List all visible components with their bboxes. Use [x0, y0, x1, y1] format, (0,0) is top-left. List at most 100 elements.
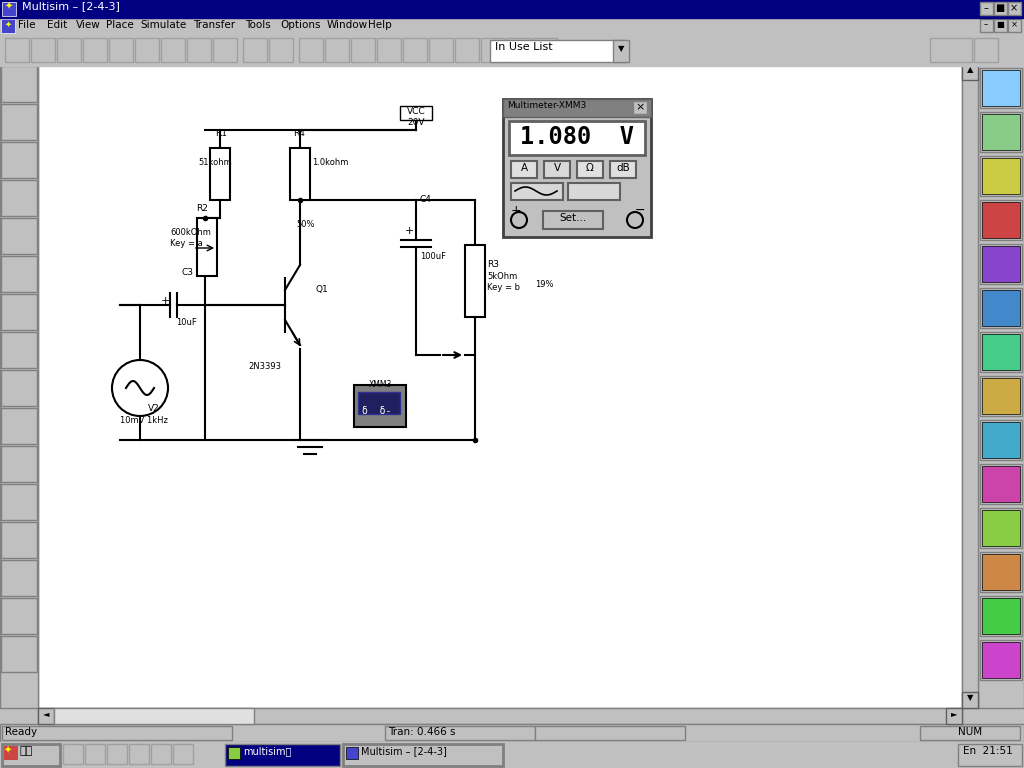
Bar	[403, 38, 427, 62]
Bar	[980, 288, 1022, 328]
Bar	[994, 19, 1007, 32]
Bar	[2, 726, 232, 740]
Bar	[982, 70, 1020, 106]
Bar	[982, 510, 1020, 546]
Text: ✦: ✦	[4, 20, 11, 29]
Text: Multisim – [2-4-3]: Multisim – [2-4-3]	[361, 746, 446, 756]
Bar	[385, 726, 535, 740]
Text: 10uF: 10uF	[176, 318, 197, 327]
Bar	[980, 19, 993, 32]
Text: Tran: 0.466 s: Tran: 0.466 s	[388, 727, 456, 737]
Text: R2: R2	[196, 204, 208, 213]
Bar	[534, 38, 557, 62]
Text: −: −	[635, 204, 645, 217]
Text: A: A	[520, 163, 527, 173]
Bar	[982, 246, 1020, 282]
Text: ▼: ▼	[967, 693, 973, 702]
Text: Simulate: Simulate	[140, 20, 186, 30]
Bar	[982, 554, 1020, 590]
Text: multisim图: multisim图	[243, 746, 292, 756]
Text: File: File	[18, 20, 36, 30]
Circle shape	[511, 212, 527, 228]
Bar	[465, 245, 485, 317]
Bar	[429, 38, 453, 62]
Text: V: V	[553, 163, 560, 173]
Bar	[57, 38, 81, 62]
Text: –: –	[984, 20, 988, 29]
Text: 2N3393: 2N3393	[248, 362, 281, 371]
Bar	[982, 334, 1020, 370]
Bar	[509, 121, 645, 155]
Text: Options: Options	[281, 20, 321, 30]
Bar	[503, 99, 651, 117]
Bar	[633, 101, 647, 114]
Bar	[38, 64, 962, 708]
Bar	[1, 446, 37, 482]
Bar	[511, 183, 563, 200]
Bar	[1, 484, 37, 520]
Bar	[1, 332, 37, 368]
Bar	[962, 692, 978, 708]
Bar	[507, 38, 531, 62]
Bar	[31, 38, 55, 62]
Bar	[151, 744, 171, 764]
Bar	[978, 64, 1024, 708]
Bar	[1, 66, 37, 102]
Text: R4: R4	[293, 129, 305, 138]
Bar	[980, 596, 1022, 636]
Bar	[535, 726, 685, 740]
Bar	[1, 522, 37, 558]
Bar	[980, 552, 1022, 592]
Text: ◄: ◄	[43, 709, 49, 718]
Text: Transfer: Transfer	[193, 20, 236, 30]
Text: +: +	[161, 296, 170, 306]
Bar	[351, 38, 375, 62]
Bar	[980, 2, 993, 15]
Text: dB: dB	[616, 163, 630, 173]
Bar	[161, 38, 185, 62]
Text: ■: ■	[996, 20, 1004, 29]
Bar	[980, 420, 1022, 460]
Text: 10mV 1kHz: 10mV 1kHz	[120, 416, 168, 425]
Text: 19%: 19%	[535, 280, 554, 289]
Bar	[173, 744, 193, 764]
Bar	[982, 202, 1020, 238]
Text: ✦: ✦	[5, 2, 13, 12]
Bar	[980, 464, 1022, 504]
Text: In Use List: In Use List	[495, 42, 553, 52]
Text: Place: Place	[105, 20, 133, 30]
Bar	[290, 148, 310, 200]
Bar	[38, 708, 54, 724]
Bar	[930, 38, 972, 62]
Bar	[1, 104, 37, 140]
Bar	[187, 38, 211, 62]
Text: 1.080  V: 1.080 V	[520, 125, 634, 149]
Text: 20V: 20V	[408, 118, 425, 127]
Text: V2: V2	[148, 404, 160, 413]
Bar	[63, 744, 83, 764]
Text: Q1: Q1	[315, 285, 328, 294]
Bar	[982, 422, 1020, 458]
Bar	[982, 290, 1020, 326]
Bar	[980, 376, 1022, 416]
Bar	[1, 598, 37, 634]
Bar	[958, 744, 1022, 766]
Bar	[0, 724, 1024, 742]
Text: δ  δ-: δ δ-	[362, 406, 391, 416]
Bar	[354, 385, 406, 427]
Bar	[1, 256, 37, 292]
Bar	[1, 19, 15, 33]
Circle shape	[627, 212, 643, 228]
Bar	[543, 211, 603, 229]
Bar	[129, 744, 150, 764]
Text: Ω: Ω	[586, 163, 594, 173]
Bar	[982, 466, 1020, 502]
Bar	[980, 112, 1022, 152]
Bar	[980, 156, 1022, 196]
Bar	[1, 636, 37, 672]
Bar	[962, 64, 978, 80]
Text: En  21:51: En 21:51	[963, 746, 1013, 756]
Bar	[490, 40, 625, 62]
Text: Window: Window	[327, 20, 368, 30]
Bar	[38, 708, 962, 724]
